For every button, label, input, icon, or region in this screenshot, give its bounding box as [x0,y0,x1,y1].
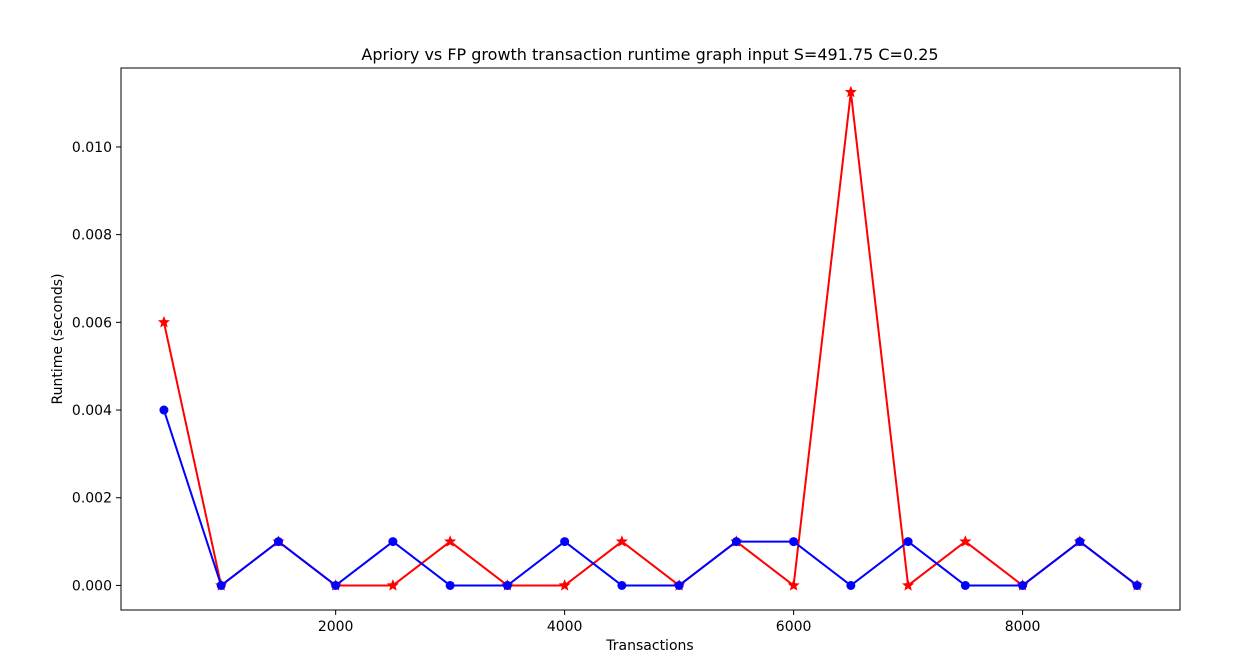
series-2-point [846,580,856,590]
series-2-point [560,537,570,547]
x-tick-label: 6000 [776,619,812,635]
ticks-layer: 2000 4000 6000 8000 0.000 0.002 0.004 0.006 0.00… [72,140,1040,635]
plot-frame [120,67,1181,611]
series-2-point [674,580,684,590]
series-1-point [959,535,972,547]
series-layer [157,85,1144,591]
series-2-point [159,405,169,415]
series-2 [159,405,1142,590]
y-axis-label: Runtime (seconds) [50,273,66,404]
series-1-point [386,579,399,591]
y-tick-label: 0.006 [72,315,112,331]
series-2-point [1075,537,1085,547]
series-2-point [1018,580,1028,590]
x-tick-label: 2000 [318,619,354,635]
series-2-point [273,537,283,547]
y-tick-label: 0.008 [72,228,112,244]
chart-title: Apriory vs FP growth transaction runtime… [361,45,938,64]
series-2-point [789,537,799,547]
y-tick-label: 0.010 [72,140,112,156]
series-1-point [157,315,170,328]
y-tick-label: 0.000 [72,578,112,594]
series-2-point [216,580,226,590]
series-2-point [617,580,627,590]
x-axis-label: Transactions [605,638,693,654]
series-2-line [162,409,1138,587]
x-tick-label: 8000 [1005,619,1041,635]
y-tick-label: 0.004 [72,403,112,419]
series-1-point [444,535,457,547]
series-2-point [445,580,455,590]
series-2-point [331,580,341,590]
series-2-point [960,580,970,590]
y-tick-label: 0.002 [72,491,112,507]
series-1-point [902,579,915,591]
series-2-point [731,537,741,547]
series-2-point [388,537,398,547]
x-tick-label: 4000 [547,619,583,635]
series-2-point [502,580,512,590]
series-1-point [558,579,571,591]
series-2-point [903,537,913,547]
series-1-point [787,579,800,591]
series-2-point [1132,580,1142,590]
series-1-point [844,85,857,98]
series-1-point [615,535,628,547]
